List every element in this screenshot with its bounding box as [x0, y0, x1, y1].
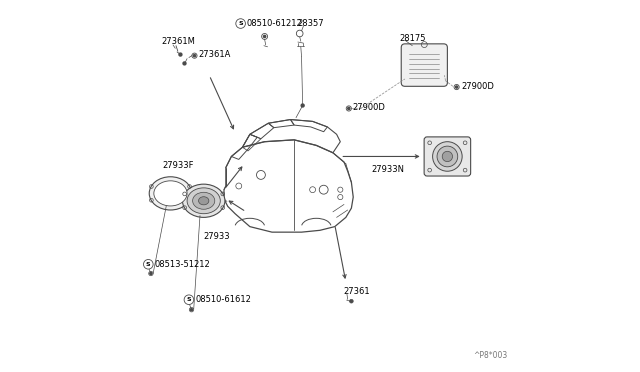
Text: 27933: 27933 [204, 232, 230, 241]
Circle shape [143, 260, 153, 269]
Text: S: S [146, 262, 150, 267]
Text: ^P8*003: ^P8*003 [473, 350, 508, 359]
Text: S: S [187, 297, 191, 302]
Circle shape [236, 19, 245, 28]
Ellipse shape [198, 197, 209, 205]
Circle shape [183, 62, 186, 65]
Text: 08510-61612: 08510-61612 [195, 295, 251, 304]
Text: 27933F: 27933F [162, 161, 193, 170]
Circle shape [433, 142, 462, 171]
Text: 08510-61212: 08510-61212 [247, 19, 303, 28]
Circle shape [264, 35, 266, 38]
Circle shape [193, 55, 196, 57]
Circle shape [150, 272, 152, 275]
Circle shape [348, 108, 350, 110]
Circle shape [179, 53, 182, 56]
Circle shape [350, 300, 353, 302]
Text: 08513-51212: 08513-51212 [155, 260, 211, 269]
Circle shape [191, 309, 193, 311]
Text: 27361M: 27361M [161, 37, 195, 46]
Text: 27933N: 27933N [372, 165, 404, 174]
Ellipse shape [193, 192, 215, 209]
Text: 28175: 28175 [399, 34, 426, 43]
Ellipse shape [187, 188, 220, 214]
Polygon shape [427, 140, 468, 173]
Circle shape [184, 295, 194, 305]
Circle shape [442, 151, 452, 161]
Ellipse shape [154, 181, 187, 206]
Text: 27361A: 27361A [198, 51, 230, 60]
Circle shape [456, 86, 458, 88]
Text: S: S [238, 21, 243, 26]
Circle shape [301, 104, 304, 107]
Text: 27361: 27361 [343, 287, 369, 296]
Text: 27900D: 27900D [353, 103, 385, 112]
Circle shape [437, 146, 458, 167]
Text: 28357: 28357 [298, 19, 324, 28]
FancyBboxPatch shape [401, 44, 447, 86]
Ellipse shape [149, 177, 192, 210]
Text: 27900D: 27900D [461, 82, 494, 91]
Ellipse shape [182, 184, 225, 217]
FancyBboxPatch shape [424, 137, 470, 176]
